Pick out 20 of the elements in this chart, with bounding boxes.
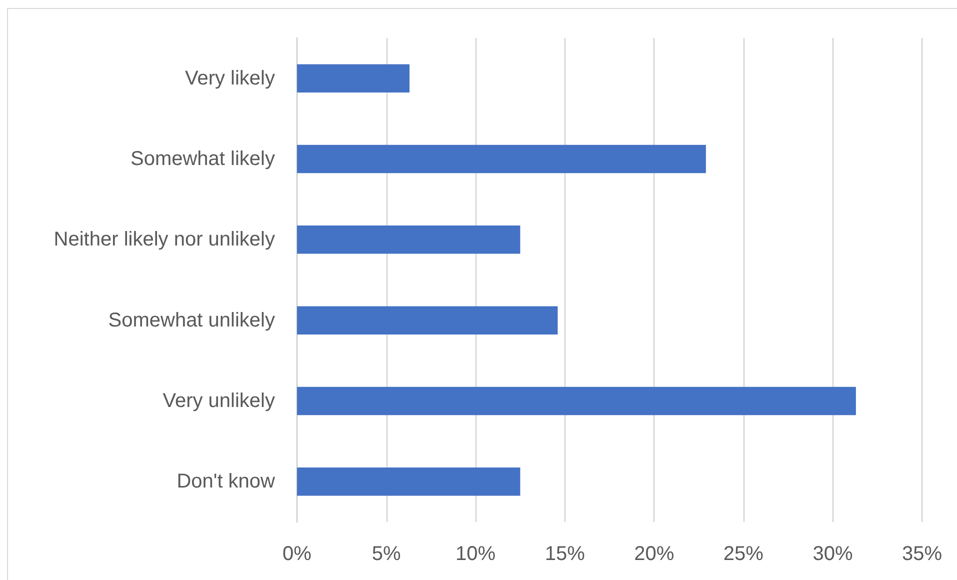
- y-tick-label: Very unlikely: [162, 390, 275, 412]
- bar: [297, 64, 410, 92]
- x-tick-label: 0%: [282, 543, 312, 565]
- bar: [297, 226, 520, 254]
- x-tick-label: 10%: [456, 543, 496, 565]
- y-tick-label: Don't know: [176, 470, 276, 493]
- x-tick-label: 15%: [544, 543, 586, 565]
- x-tick-label: 25%: [723, 543, 764, 565]
- x-tick-label: 35%: [902, 543, 942, 565]
- bar: [297, 386, 856, 416]
- x-tick-label: 5%: [372, 543, 401, 565]
- y-tick-label: Somewhat unlikely: [108, 309, 275, 332]
- x-tick-label: 30%: [812, 543, 853, 565]
- y-tick-label: Somewhat likely: [130, 148, 275, 170]
- y-tick-label: Neither likely nor unlikely: [54, 228, 275, 251]
- bar: [297, 306, 558, 334]
- x-tick-label: 20%: [634, 543, 674, 565]
- bar: [297, 468, 520, 496]
- bar: [297, 144, 706, 174]
- y-tick-label: Very likely: [184, 67, 275, 90]
